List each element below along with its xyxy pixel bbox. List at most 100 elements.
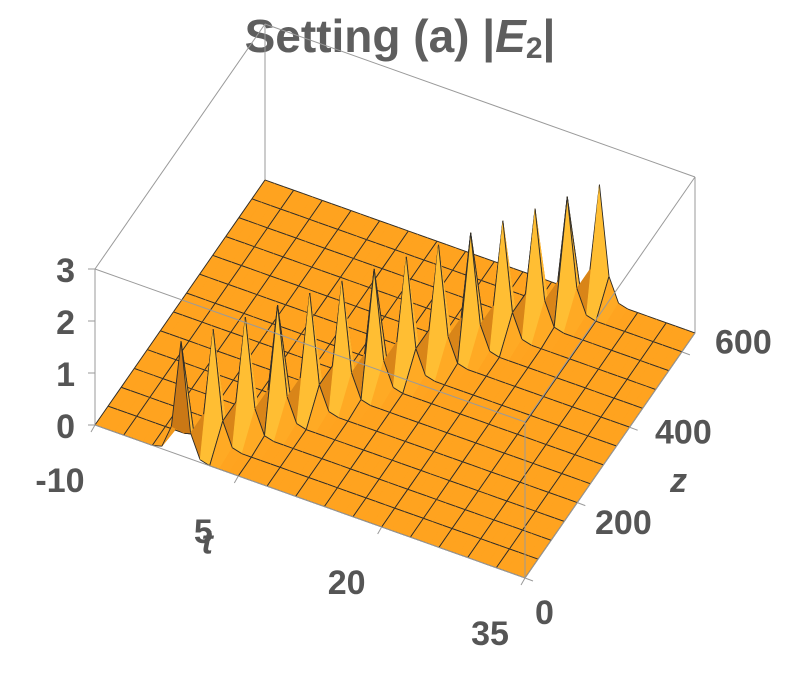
mesh-line: [352, 328, 363, 333]
mesh-line: [186, 292, 197, 297]
mesh-line: [362, 261, 373, 266]
mesh-line: [280, 208, 291, 213]
mesh-line: [685, 329, 696, 334]
mesh-line: [509, 529, 523, 550]
mesh-line: [378, 290, 389, 295]
mesh-line: [323, 318, 334, 323]
mesh-line: [347, 232, 358, 237]
mesh-line: [373, 268, 385, 361]
z-tick-label: 0: [56, 408, 75, 446]
mesh-line: [217, 332, 232, 352]
mesh-line: [532, 462, 543, 468]
mesh-line: [188, 321, 203, 342]
mesh-line: [266, 467, 281, 487]
mesh-line: [218, 280, 229, 285]
mesh-line: [259, 323, 273, 343]
mesh-line: [620, 353, 631, 358]
mesh-line: [250, 268, 261, 273]
y-tick-label: 200: [595, 504, 652, 542]
mesh-line: [337, 210, 352, 230]
mesh-line: [279, 448, 294, 468]
mesh-line: [286, 396, 298, 424]
mesh-line: [624, 331, 635, 336]
mesh-line: [352, 497, 367, 518]
mesh-line: [349, 280, 360, 285]
y-tick-label: 0: [535, 594, 554, 632]
mesh-line: [153, 374, 164, 380]
mesh-line: [161, 426, 172, 447]
mesh-line: [215, 302, 225, 308]
mesh-line: [584, 368, 599, 389]
mesh-line: [321, 458, 332, 463]
mesh-line: [413, 514, 424, 519]
mesh-line: [488, 405, 503, 425]
mesh-line: [537, 370, 548, 375]
mesh-line: [534, 208, 546, 301]
y-tick: [681, 351, 691, 356]
mesh-line: [235, 239, 246, 244]
mesh-line: [408, 230, 419, 235]
mesh-line: [315, 244, 325, 249]
mesh-line: [423, 240, 438, 261]
mesh-line: [455, 247, 466, 252]
mesh-line: [528, 555, 539, 560]
mesh-line: [249, 338, 260, 343]
mesh-line: [292, 259, 303, 265]
mesh-line: [320, 340, 331, 345]
mesh-line: [516, 504, 527, 509]
mesh-line: [618, 302, 629, 310]
mesh-line: [491, 471, 502, 476]
mesh-line: [438, 528, 453, 548]
mesh-line: [630, 356, 641, 361]
mesh-line: [449, 461, 464, 481]
y-tick-label: 400: [655, 414, 712, 452]
mesh-line: [369, 475, 380, 480]
mesh-line: [490, 452, 505, 473]
mesh-line: [173, 292, 187, 313]
mesh-line: [508, 360, 519, 365]
mesh-line: [380, 408, 390, 413]
mesh-line: [251, 435, 265, 458]
mesh-line: [312, 454, 322, 460]
mesh-line: [649, 363, 660, 368]
mesh-line: [442, 266, 453, 271]
mesh-line: [607, 372, 618, 377]
mesh-line: [436, 480, 450, 500]
mesh-line: [140, 393, 150, 398]
mesh-line: [136, 415, 147, 421]
mesh-line: [617, 375, 628, 380]
mesh-line: [501, 386, 516, 406]
mesh-line: [484, 516, 494, 521]
mesh-line: [398, 485, 408, 490]
mesh-line: [535, 492, 550, 512]
mesh-line: [448, 292, 459, 297]
mesh-line: [185, 362, 196, 368]
mesh-line: [605, 324, 616, 329]
mesh-line: [470, 232, 481, 325]
mesh-line: [601, 346, 612, 351]
mesh-line: [347, 420, 358, 425]
y-tick: [629, 426, 638, 431]
mesh-line: [431, 384, 445, 404]
x-tick: [520, 577, 526, 586]
mesh-line: [346, 302, 357, 307]
mesh-line: [425, 375, 436, 382]
mesh-line: [302, 451, 313, 456]
mesh-line: [263, 249, 274, 254]
mesh-line: [536, 440, 547, 445]
mesh-line: [298, 285, 309, 290]
mesh-line: [295, 307, 305, 313]
mesh-line: [646, 385, 656, 390]
mesh-line: [598, 368, 609, 373]
mesh-line: [451, 509, 466, 529]
mesh-line: [456, 435, 467, 440]
mesh-line: [482, 398, 493, 403]
mesh-line: [353, 258, 364, 263]
mesh-line: [257, 224, 268, 229]
mesh-line: [267, 227, 278, 232]
mesh-line: [318, 480, 329, 485]
mesh-line: [315, 432, 326, 437]
mesh-line: [369, 216, 380, 222]
mesh-line: [467, 369, 477, 374]
